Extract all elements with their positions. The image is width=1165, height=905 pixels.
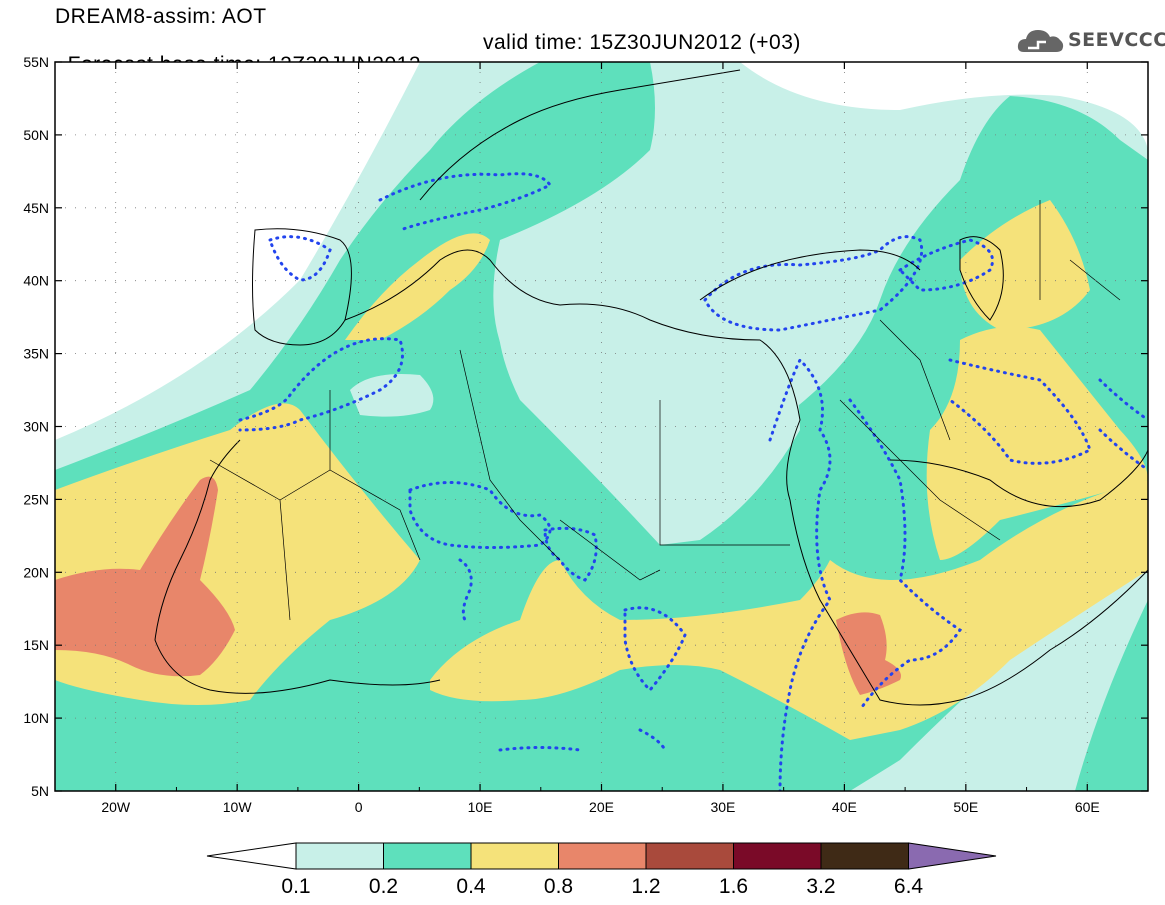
lat-label: 55N <box>23 54 49 70</box>
country-border <box>559 519 661 581</box>
borders <box>209 200 1121 621</box>
contour-line <box>848 398 963 712</box>
colorbar-label: 1.6 <box>719 875 748 898</box>
aot-shading <box>55 62 1148 791</box>
lat-label: 50N <box>23 127 49 143</box>
colorbar-swatch <box>470 842 559 870</box>
colorbar-label: 1.2 <box>631 875 660 898</box>
colorbar-swatch <box>645 842 734 870</box>
cloud-icon <box>1017 30 1064 52</box>
contour-line <box>623 606 687 693</box>
longitude-labels: 20W 10W 0 10E 20E 30E 40E 50E 60E <box>101 799 1099 815</box>
logo-text: SEEVCCC <box>1068 29 1165 51</box>
colorbar-under-triangle <box>206 842 297 870</box>
map-title: DREAM8-assim: AOT <box>55 5 267 28</box>
coastline <box>419 69 741 201</box>
colorbar <box>206 842 997 870</box>
coastline <box>699 249 921 301</box>
colorbar-swatch <box>383 842 472 870</box>
country-border <box>1039 200 1121 301</box>
lon-label: 30E <box>710 799 735 815</box>
lat-label: 20N <box>23 564 49 580</box>
colorbar-label: 3.2 <box>806 875 835 898</box>
country-border <box>279 390 331 621</box>
contour-line <box>408 481 552 549</box>
colorbar-label: 6.4 <box>894 875 924 898</box>
colorbar-swatch <box>820 842 909 870</box>
contour-line <box>498 728 667 752</box>
contour-line <box>948 358 1092 465</box>
aot-0.8-eritrea <box>836 612 901 695</box>
seevccc-logo: SEEVCCC <box>1016 24 1165 58</box>
lon-label: 40E <box>832 799 857 815</box>
contour-line <box>543 526 598 582</box>
aot-0.4-central-africa <box>430 480 1148 740</box>
country-border <box>459 349 561 561</box>
valid-time: valid time: 15Z30JUN2012 (+03) <box>483 31 801 54</box>
colorbar-label: 0.1 <box>281 875 310 898</box>
lat-label: 5N <box>31 783 49 799</box>
lon-label: 60E <box>1075 799 1100 815</box>
lon-label: 0 <box>355 799 363 815</box>
colorbar-label: 0.8 <box>544 875 573 898</box>
country-border <box>879 319 951 441</box>
lon-label: 20W <box>101 799 131 815</box>
contour-line <box>238 337 404 432</box>
coastlines <box>154 69 1148 706</box>
coastline <box>154 439 441 694</box>
contour-line <box>897 238 994 292</box>
colorbar-swatch <box>558 842 647 870</box>
aot-0.1-iberia <box>350 374 434 417</box>
aot-contours <box>238 172 1148 791</box>
contour-line <box>458 558 473 622</box>
contour-line <box>378 172 553 232</box>
colorbar-over-triangle <box>908 842 997 870</box>
contour-line <box>703 235 924 332</box>
lat-label: 25N <box>23 491 49 507</box>
aot-0.4-iberia <box>345 233 490 340</box>
coastline <box>252 228 352 346</box>
aot-0.1-mediterranean <box>497 261 800 545</box>
colorbar-swatch <box>733 842 822 870</box>
aot-0.8-mauritania <box>55 476 235 677</box>
aot-0.4-caspian <box>960 200 1090 330</box>
lat-label: 15N <box>23 637 49 653</box>
lon-label: 10W <box>223 799 253 815</box>
country-border <box>839 399 1001 541</box>
lon-label: 10E <box>468 799 493 815</box>
lon-label: 20E <box>589 799 614 815</box>
colorbar-label: 0.2 <box>369 875 398 898</box>
aot-0.4-arabia <box>926 326 1148 560</box>
lon-label: 50E <box>953 799 978 815</box>
latitude-labels: 55N 50N 45N 40N 35N 30N 25N 20N 15N 10N 5N <box>23 54 49 799</box>
colorbar-label: 0.4 <box>456 875 486 898</box>
colorbar-swatch <box>295 842 384 870</box>
coastline <box>344 249 1148 706</box>
contour-line <box>768 357 832 791</box>
coastline <box>959 236 1004 321</box>
country-border <box>659 400 790 546</box>
axis-ticks <box>54 61 1149 792</box>
colorbar-labels: 0.1 0.2 0.4 0.8 1.2 1.6 3.2 6.4 <box>281 875 923 898</box>
lat-label: 45N <box>23 200 49 216</box>
lat-label: 40N <box>23 273 49 289</box>
lat-label: 35N <box>23 346 49 362</box>
lat-label: 30N <box>23 419 49 435</box>
coastline <box>889 449 1148 508</box>
graticule <box>55 62 1148 791</box>
contour-line <box>268 235 332 282</box>
contour-line <box>1098 378 1148 472</box>
lat-label: 10N <box>23 710 49 726</box>
